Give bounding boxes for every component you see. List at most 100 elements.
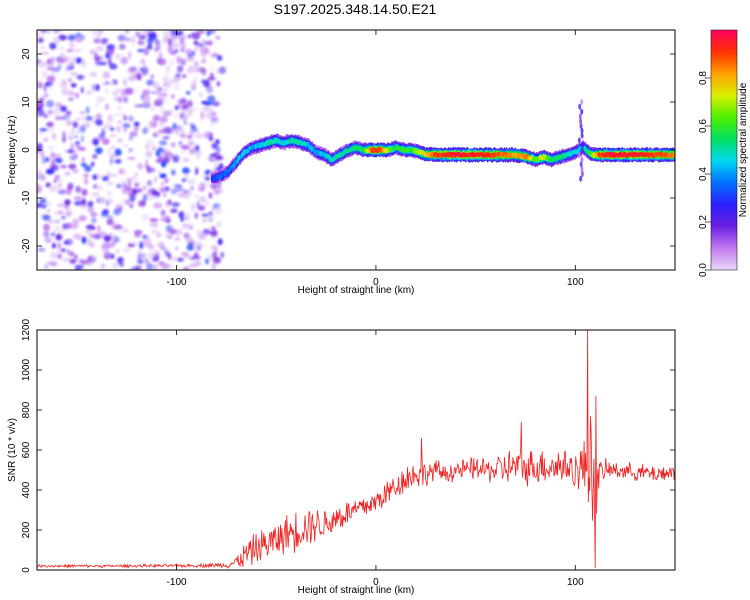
noise-blob	[198, 195, 207, 204]
noise-blob	[39, 151, 45, 159]
noise-blob	[160, 262, 170, 270]
noise-blob	[45, 168, 55, 175]
noise-blob	[200, 111, 205, 119]
noise-blob	[156, 57, 163, 65]
noise-blob	[125, 177, 133, 182]
noise-blob	[144, 46, 153, 50]
noise-blob	[193, 194, 200, 198]
noise-blob	[174, 105, 179, 111]
noise-blob	[179, 42, 187, 50]
noise-blob	[195, 167, 199, 176]
noise-blob	[208, 192, 213, 199]
noise-blob	[46, 59, 51, 64]
noise-blob	[163, 87, 170, 93]
noise-blob	[203, 201, 211, 207]
noise-blob	[75, 185, 82, 194]
noise-blob	[211, 245, 218, 251]
noise-blob	[106, 147, 112, 155]
noise-blob	[214, 139, 221, 143]
noise-blob	[105, 103, 109, 111]
noise-blob	[119, 262, 124, 267]
noise-blob	[102, 82, 108, 86]
noise-blob	[117, 105, 122, 110]
noise-blob	[190, 186, 194, 191]
noise-blob	[186, 244, 195, 251]
noise-blob	[144, 257, 150, 265]
noise-blob	[215, 145, 221, 154]
noise-blob	[68, 77, 72, 83]
noise-blob	[133, 229, 143, 235]
spike-cell	[581, 142, 585, 149]
noise-blob	[90, 211, 98, 218]
noise-blob	[66, 248, 70, 255]
noise-blob	[142, 94, 151, 103]
noise-blob	[207, 253, 213, 261]
noise-blob	[113, 236, 120, 243]
spectrogram-ylabel: Frequency (Hz)	[7, 116, 18, 185]
noise-blob	[214, 207, 223, 215]
noise-blob	[132, 188, 138, 195]
noise-blob	[194, 61, 199, 67]
noise-blob	[201, 39, 209, 43]
noise-blob	[62, 135, 67, 143]
noise-blob	[201, 100, 208, 105]
noise-blob	[129, 194, 136, 202]
noise-blob	[38, 61, 47, 68]
noise-blob	[137, 258, 144, 265]
noise-blob	[95, 45, 104, 52]
spike-cell	[577, 137, 581, 144]
noise-blob	[166, 225, 173, 230]
noise-blob	[146, 165, 151, 174]
spike-cell	[579, 161, 583, 168]
noise-blob	[216, 188, 224, 194]
noise-blob	[160, 246, 166, 250]
noise-blob	[162, 83, 167, 87]
colorbar-tick-label: 0.4	[698, 167, 709, 181]
noise-blob	[109, 173, 119, 177]
noise-blob	[181, 217, 189, 220]
noise-blob	[122, 144, 130, 148]
noise-blob	[92, 174, 98, 181]
noise-blob	[203, 79, 210, 88]
noise-blob	[150, 167, 155, 172]
noise-blob	[98, 197, 106, 205]
noise-blob	[89, 71, 97, 78]
noise-blob	[124, 30, 130, 34]
noise-blob	[64, 67, 68, 73]
snr-ytick-label: 200	[21, 521, 32, 538]
noise-blob	[84, 165, 92, 172]
noise-blob	[194, 144, 200, 152]
noise-blob	[220, 251, 225, 258]
noise-blob	[71, 92, 75, 97]
noise-blob	[122, 81, 128, 87]
noise-blob	[91, 217, 97, 224]
noise-blob	[164, 230, 169, 237]
snr-series-line	[37, 330, 675, 569]
noise-blob	[91, 255, 98, 260]
noise-blob	[100, 55, 104, 62]
noise-blob	[205, 258, 209, 265]
noise-blob	[161, 160, 167, 168]
noise-blob	[37, 32, 41, 37]
noise-blob	[148, 123, 153, 128]
noise-blob	[38, 102, 45, 108]
colorbar-tick-label: 0.6	[698, 119, 709, 133]
spike-cell	[580, 99, 584, 105]
noise-blob	[195, 246, 201, 252]
noise-blob	[71, 169, 79, 173]
noise-blob	[145, 150, 153, 158]
noise-blob	[55, 219, 60, 224]
noise-blob	[160, 182, 165, 187]
noise-blob	[40, 97, 45, 102]
noise-blob	[100, 38, 108, 45]
noise-blob	[41, 70, 48, 78]
noise-blob	[95, 173, 102, 180]
noise-blob	[103, 234, 112, 242]
noise-blob	[81, 236, 87, 243]
noise-blob	[55, 233, 64, 242]
noise-blob	[123, 79, 127, 82]
noise-blob	[172, 42, 180, 49]
noise-blob	[166, 234, 173, 239]
snr-xtick-label: 100	[567, 577, 584, 588]
noise-blob	[202, 56, 206, 61]
